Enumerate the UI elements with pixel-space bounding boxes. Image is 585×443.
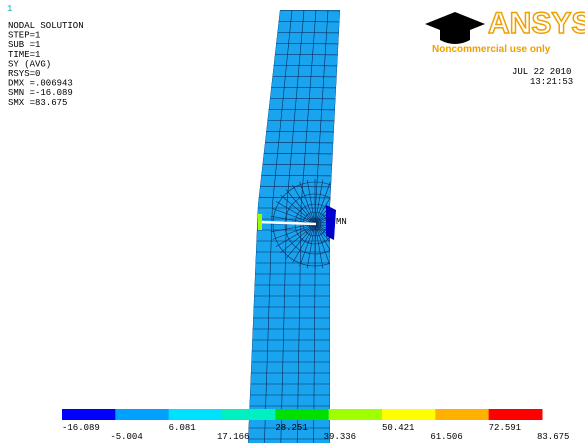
legend-band — [435, 409, 489, 420]
info-line: NODAL SOLUTION — [8, 21, 84, 31]
legend-label: 50.421 — [382, 423, 414, 433]
logo: ANSYS Noncommercial use only — [425, 7, 585, 55]
logo-name: ANSYS — [488, 7, 585, 40]
info-line: SMN =-16.089 — [8, 88, 73, 98]
logo-tagline: Noncommercial use only — [432, 44, 551, 55]
legend-label: 61.506 — [430, 432, 462, 442]
legend-label: 17.166 — [217, 432, 249, 442]
info-line: SY (AVG) — [8, 59, 51, 69]
info-line: RSYS=0 — [8, 69, 40, 79]
date: JUL 22 2010 — [512, 67, 571, 77]
legend-band — [115, 409, 169, 420]
legend-label: 6.081 — [169, 423, 196, 433]
legend-label: 39.336 — [324, 432, 356, 442]
legend-label: 83.675 — [537, 432, 569, 442]
info-line: SUB =1 — [8, 40, 40, 50]
legend-band — [329, 409, 383, 420]
time: 13:21:53 — [530, 77, 573, 87]
info-line: SMX =83.675 — [8, 98, 67, 108]
legend-band — [489, 409, 543, 420]
legend-label: -5.004 — [110, 432, 142, 442]
legend-band — [62, 409, 116, 420]
legend-band — [222, 409, 276, 420]
min-region — [326, 205, 336, 240]
legend-label: -16.089 — [62, 423, 100, 433]
crack-edge — [258, 214, 262, 230]
info-line: TIME=1 — [8, 50, 40, 60]
legend-label: 28.251 — [275, 423, 307, 433]
legend-label: 72.591 — [489, 423, 521, 433]
info-line: DMX =.006943 — [8, 79, 73, 89]
ansys-plot: MN 1 NODAL SOLUTIONSTEP=1SUB =1TIME=1SY … — [0, 0, 585, 443]
info-line: STEP=1 — [8, 31, 40, 41]
legend-band — [382, 409, 436, 420]
legend-band — [275, 409, 329, 420]
min-marker: MN — [336, 217, 347, 227]
legend-band — [169, 409, 223, 420]
window-number: 1 — [7, 4, 12, 14]
